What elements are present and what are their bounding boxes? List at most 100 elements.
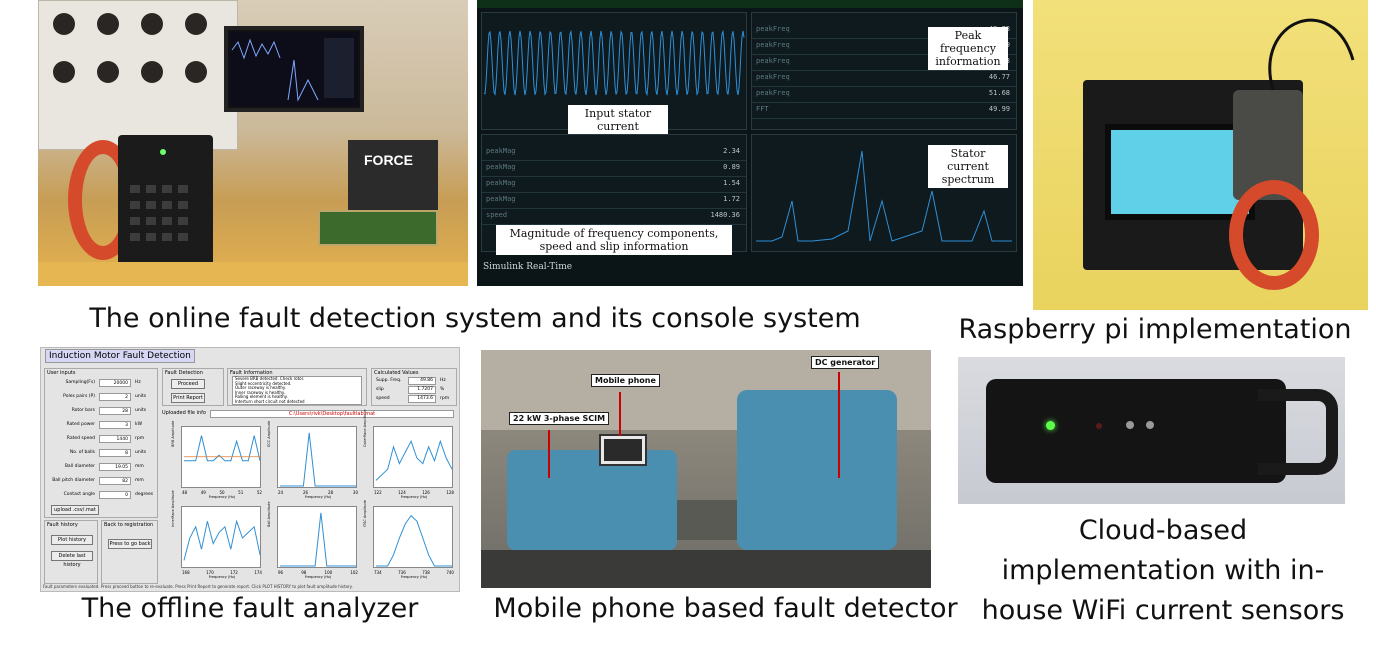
plot-tick: 30	[352, 490, 358, 495]
plot-xlabel: Frequency (Hz)	[304, 495, 332, 499]
fault-plot: ECC Amplitude 24 26 28 30 Frequency (Hz)	[267, 421, 358, 499]
plot-tick: 26	[302, 490, 309, 495]
input-field[interactable]: 3	[99, 421, 131, 429]
tag-pointers	[548, 372, 840, 478]
plot-line	[184, 435, 261, 462]
pi-cable	[1268, 18, 1355, 90]
plot-xlabel: Frequency (Hz)	[208, 575, 236, 579]
print-report-button[interactable]: Print Report	[171, 393, 205, 403]
go-back-button[interactable]: Press to go back	[108, 539, 152, 549]
plot-line	[376, 514, 452, 567]
magnitude-table: peakMag 2.34 peakMag 0.89 peakMag 1.54 peak…	[481, 134, 747, 255]
input-field[interactable]: 2	[99, 393, 131, 401]
scim-motor	[507, 450, 677, 550]
input-label: Ball pitch diameter	[52, 478, 95, 483]
plot-ticks: 24 26 28 30	[278, 490, 358, 495]
input-unit: Hz	[135, 380, 141, 385]
input-field[interactable]: 1440	[99, 435, 131, 443]
fault-detection-panel: Fault Detection Proceed Print Report	[162, 368, 224, 406]
input-current-label: Input stator current	[568, 105, 668, 135]
plot-tick: 734	[374, 570, 382, 575]
calc-row: speed 1473.6 rpm	[372, 395, 456, 403]
simulink-footer: Simulink Real-Time	[483, 262, 573, 272]
input-label: Rated power	[66, 422, 95, 427]
fault-line: Outer raceway is healthy.	[235, 385, 286, 391]
delete-history-button[interactable]: Delete last history	[51, 551, 93, 568]
dc-generator-tag: DC generator	[811, 356, 880, 369]
plot-ylabel: ITSC Amplitude	[363, 500, 367, 527]
plot-ticks: 734 736 738 740	[374, 570, 454, 575]
input-row: Ball diameter 19.05 mm	[45, 463, 157, 473]
input-current-waveform	[483, 29, 745, 97]
plot-tick: 122	[374, 490, 382, 495]
input-label: No. of balls	[69, 450, 95, 455]
plot-ylabel: ECC Amplitude	[267, 420, 271, 447]
plot-ticks: 48 49 50 51 52	[182, 490, 262, 495]
input-field[interactable]: 8	[99, 449, 131, 457]
console-header-bar	[477, 0, 1023, 8]
plot-xlabel: Frequency (Hz)	[304, 575, 332, 579]
plot-tick: 168	[182, 570, 190, 575]
input-row: Rated speed 1440 rpm	[45, 435, 157, 445]
plot-ylabel: InnerRace Amplitude	[171, 490, 175, 527]
input-label: Rated speed	[66, 436, 95, 441]
plot-xlabel: Frequency (Hz)	[400, 575, 428, 579]
plot-xlabel: Frequency (Hz)	[208, 495, 236, 499]
target-pc-keypad	[118, 135, 213, 275]
fault-line: Rolling element is healthy.	[235, 394, 288, 400]
calc-value: 49.86	[408, 377, 436, 385]
plot-tick: 102	[350, 570, 358, 575]
input-field[interactable]: 20000	[99, 379, 131, 387]
plot-history-button[interactable]: Plot history	[51, 535, 93, 545]
magnitude-label: Magnitude of frequency components, speed…	[496, 225, 732, 255]
input-row: Ball pitch diameter 82 mm	[45, 477, 157, 487]
input-row: Rotor bars 28 units	[45, 407, 157, 417]
plot-line	[183, 519, 261, 561]
calc-label: speed	[376, 396, 390, 401]
plot-ylabel: Ball Amplitude	[267, 501, 271, 527]
indicator-dot	[1096, 423, 1102, 429]
plot-tick: 96	[278, 570, 284, 575]
input-unit: kW	[135, 422, 143, 427]
bench-surface	[38, 262, 468, 286]
plot-xlabel: Frequency (Hz)	[400, 495, 428, 499]
input-label: Rotor bars	[71, 408, 95, 413]
offline-analyzer-gui: Induction Motor Fault Detection User inp…	[40, 347, 460, 592]
input-label: Sampling(Fs)	[65, 380, 95, 385]
plot-tick: 98	[301, 570, 307, 575]
calc-unit: rpm	[440, 396, 450, 401]
plot-tick: 100	[324, 570, 333, 575]
spectrum-label: Stator current spectrum	[928, 145, 1008, 188]
calc-row: Supp. Freq. 49.86 Hz	[372, 377, 456, 385]
sensor-jaw	[1258, 389, 1338, 475]
plot-ticks: 122 124 126 128	[374, 490, 454, 495]
file-path-field: C:\Users\rivk\Desktop\faultlab.mat	[210, 410, 454, 418]
fault-information-panel: Fault Information Severe BRB detected. C…	[227, 368, 367, 406]
input-label: Poles pairs (P)	[63, 394, 95, 399]
raspberry-pi-photo	[1033, 0, 1368, 310]
fault-information-list: Severe BRB detected. Check rotor. Slight …	[232, 376, 362, 405]
input-field[interactable]: 19.05	[99, 463, 131, 471]
online-system-photo: FORCE	[38, 0, 468, 286]
plot-tick: 128	[446, 490, 454, 495]
fault-line: Inner raceway is healthy.	[235, 389, 285, 395]
calc-row: slip 1.7207%	[372, 386, 456, 394]
caption-online: The online fault detection system and it…	[89, 303, 861, 334]
fault-line: Interturn short circuit not detected	[235, 399, 305, 404]
proceed-button[interactable]: Proceed	[171, 379, 205, 389]
fault-plot: BRB Amplitude 48 49 50 51 52 Frequency (Hz)	[171, 421, 262, 499]
plot-line	[280, 512, 356, 567]
input-field[interactable]: 0	[99, 491, 131, 499]
input-row: Poles pairs (P) 2 units	[45, 393, 157, 403]
plot-tick: 50	[219, 490, 225, 495]
gui-title: Induction Motor Fault Detection	[45, 349, 195, 363]
upload-button[interactable]: upload .csv/.mat	[51, 505, 99, 515]
screw-icon	[1146, 421, 1154, 429]
pi-current-clamp	[1229, 180, 1319, 290]
input-field[interactable]: 82	[99, 477, 131, 485]
circuit-board	[318, 210, 438, 246]
input-unit: degrees	[135, 492, 154, 497]
mobile-phone	[599, 434, 647, 466]
input-field[interactable]: 28	[99, 407, 131, 415]
calc-value: 1473.6	[408, 395, 436, 403]
